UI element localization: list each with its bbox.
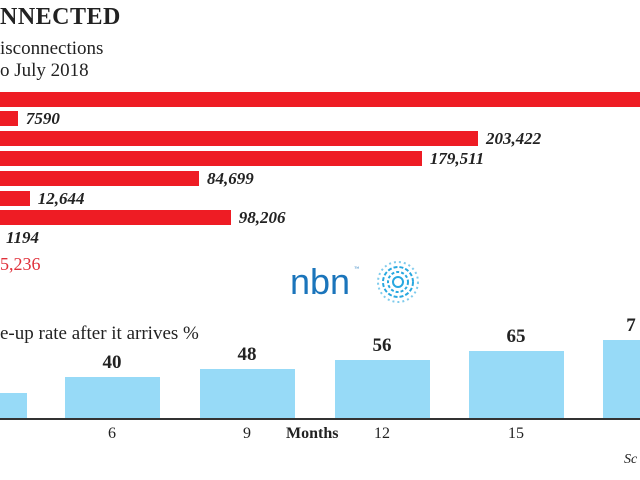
x-axis-label: Months bbox=[286, 425, 339, 442]
chart-subtitle-1: isconnections bbox=[0, 38, 104, 59]
bar-value-label: 203,422 bbox=[486, 129, 542, 148]
x-tick-label: 9 bbox=[243, 425, 251, 442]
x-tick-label: 12 bbox=[374, 425, 390, 442]
svg-text:nbn: nbn bbox=[290, 261, 350, 302]
bar-value-label: 65 bbox=[506, 325, 526, 347]
x-tick-label: 6 bbox=[108, 425, 116, 442]
bar bbox=[469, 350, 564, 419]
bar bbox=[200, 368, 295, 419]
source-note: Sc bbox=[624, 452, 638, 467]
nbn-logo: nbn ™ bbox=[290, 256, 425, 311]
bar bbox=[603, 340, 640, 419]
x-tick-label: 15 bbox=[508, 425, 524, 442]
bar-value-label: 98,206 bbox=[238, 208, 286, 227]
bar bbox=[0, 111, 18, 126]
chart-title: NNECTED bbox=[0, 4, 121, 30]
bar bbox=[0, 392, 27, 419]
bar-value-label: 56 bbox=[372, 335, 392, 357]
bar-value-label: 7 bbox=[626, 315, 636, 337]
bar-value-label: 48 bbox=[237, 343, 257, 365]
bar-value-label: 40 bbox=[102, 352, 122, 373]
bar bbox=[65, 377, 160, 419]
bar-value-label: 12,644 bbox=[37, 189, 85, 208]
rate-chart-title: e-up rate after it arrives % bbox=[0, 323, 199, 344]
bar-value-label: 7590 bbox=[25, 109, 60, 128]
bar-value-label: 179,511 bbox=[429, 149, 485, 168]
bar bbox=[0, 191, 30, 206]
svg-text:™: ™ bbox=[354, 266, 359, 272]
bar-value-label: 1194 bbox=[6, 228, 40, 247]
bar bbox=[0, 131, 478, 146]
x-axis-line bbox=[0, 418, 640, 420]
bar-value-label: 84,699 bbox=[207, 169, 254, 188]
total-label: 5,236 bbox=[0, 254, 41, 274]
chart-subtitle-2: o July 2018 bbox=[0, 60, 89, 81]
bar bbox=[335, 360, 430, 419]
bar bbox=[0, 171, 200, 186]
bar bbox=[0, 210, 231, 225]
bar bbox=[0, 92, 640, 107]
bar bbox=[0, 151, 422, 166]
